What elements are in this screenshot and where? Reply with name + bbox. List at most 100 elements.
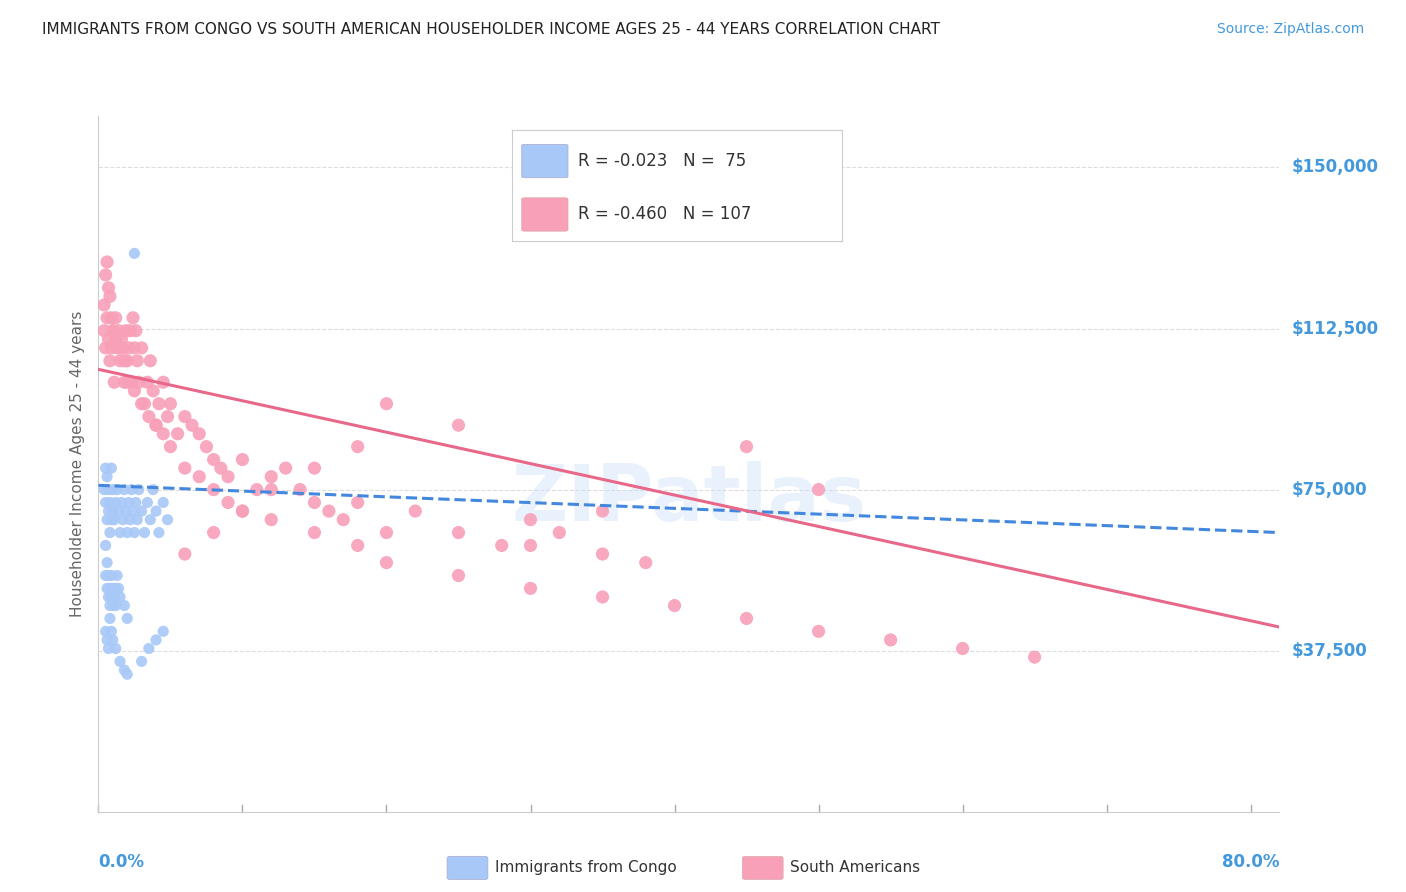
Point <box>104 582 127 596</box>
Point <box>288 483 311 497</box>
Point <box>101 582 124 596</box>
Point <box>121 376 143 390</box>
Point <box>592 590 614 604</box>
Point <box>304 525 326 540</box>
Point <box>120 324 142 338</box>
Point <box>115 667 138 681</box>
Point <box>124 341 146 355</box>
Point <box>447 525 470 540</box>
Point <box>100 590 122 604</box>
Point <box>94 624 117 639</box>
Point <box>188 426 211 441</box>
Point <box>105 341 128 355</box>
Point <box>107 504 129 518</box>
Point <box>491 538 513 552</box>
Text: ZIPatlas: ZIPatlas <box>512 460 866 537</box>
Point <box>332 513 354 527</box>
Text: $37,500: $37,500 <box>1291 641 1367 660</box>
Point <box>101 483 124 497</box>
Point <box>105 568 128 582</box>
Point <box>125 495 148 509</box>
Point <box>131 397 153 411</box>
Point <box>519 513 541 527</box>
Point <box>879 632 901 647</box>
Point <box>96 632 118 647</box>
Point <box>98 582 121 596</box>
Point <box>136 376 159 390</box>
Point <box>114 504 136 518</box>
Point <box>136 495 159 509</box>
Point <box>346 440 368 454</box>
Point <box>108 525 131 540</box>
Point <box>94 461 117 475</box>
Point <box>195 440 218 454</box>
Point <box>128 483 150 497</box>
Point <box>114 324 136 338</box>
Point <box>592 504 614 518</box>
Point <box>138 641 160 656</box>
Point <box>111 513 134 527</box>
Point <box>98 525 121 540</box>
Point <box>142 384 165 398</box>
Point <box>318 504 340 518</box>
Point <box>96 513 118 527</box>
Point <box>107 324 129 338</box>
Point <box>148 397 170 411</box>
Point <box>217 495 239 509</box>
Point <box>105 483 128 497</box>
Point <box>94 538 117 552</box>
Point <box>96 255 118 269</box>
Point <box>98 495 121 509</box>
Point <box>346 538 368 552</box>
Point <box>103 590 125 604</box>
Point <box>548 525 571 540</box>
Text: 0.0%: 0.0% <box>98 854 145 871</box>
Point <box>634 556 657 570</box>
Point <box>447 418 470 433</box>
Point <box>112 483 135 497</box>
Point <box>131 341 153 355</box>
Text: $150,000: $150,000 <box>1291 159 1378 177</box>
Point <box>121 483 143 497</box>
Point <box>118 495 141 509</box>
Point <box>152 495 174 509</box>
Point <box>231 452 253 467</box>
Point <box>93 483 115 497</box>
Text: $112,500: $112,500 <box>1291 319 1378 337</box>
Point <box>304 495 326 509</box>
Point <box>145 504 167 518</box>
Point <box>148 525 170 540</box>
Point <box>145 418 167 433</box>
Point <box>100 461 122 475</box>
Point <box>519 582 541 596</box>
Point <box>142 483 165 497</box>
Point <box>260 513 283 527</box>
Point <box>375 525 398 540</box>
Point <box>304 461 326 475</box>
Point <box>138 409 160 424</box>
Point <box>246 483 269 497</box>
Point <box>108 341 131 355</box>
Point <box>112 353 135 368</box>
Point <box>202 483 225 497</box>
Point <box>173 547 195 561</box>
Point <box>260 483 283 497</box>
Point <box>181 418 204 433</box>
Point <box>156 409 179 424</box>
Point <box>447 568 470 582</box>
Point <box>134 397 156 411</box>
Point <box>260 469 283 483</box>
Point <box>110 332 132 346</box>
Point <box>115 525 138 540</box>
Point <box>98 599 121 613</box>
Point <box>112 376 135 390</box>
Point <box>100 624 122 639</box>
Point <box>94 268 117 282</box>
Point <box>94 568 117 582</box>
Point <box>159 440 181 454</box>
Text: IMMIGRANTS FROM CONGO VS SOUTH AMERICAN HOUSEHOLDER INCOME AGES 25 - 44 YEARS CO: IMMIGRANTS FROM CONGO VS SOUTH AMERICAN … <box>42 22 941 37</box>
Point <box>103 513 125 527</box>
Point <box>152 426 174 441</box>
Point <box>217 469 239 483</box>
Point <box>173 461 195 475</box>
